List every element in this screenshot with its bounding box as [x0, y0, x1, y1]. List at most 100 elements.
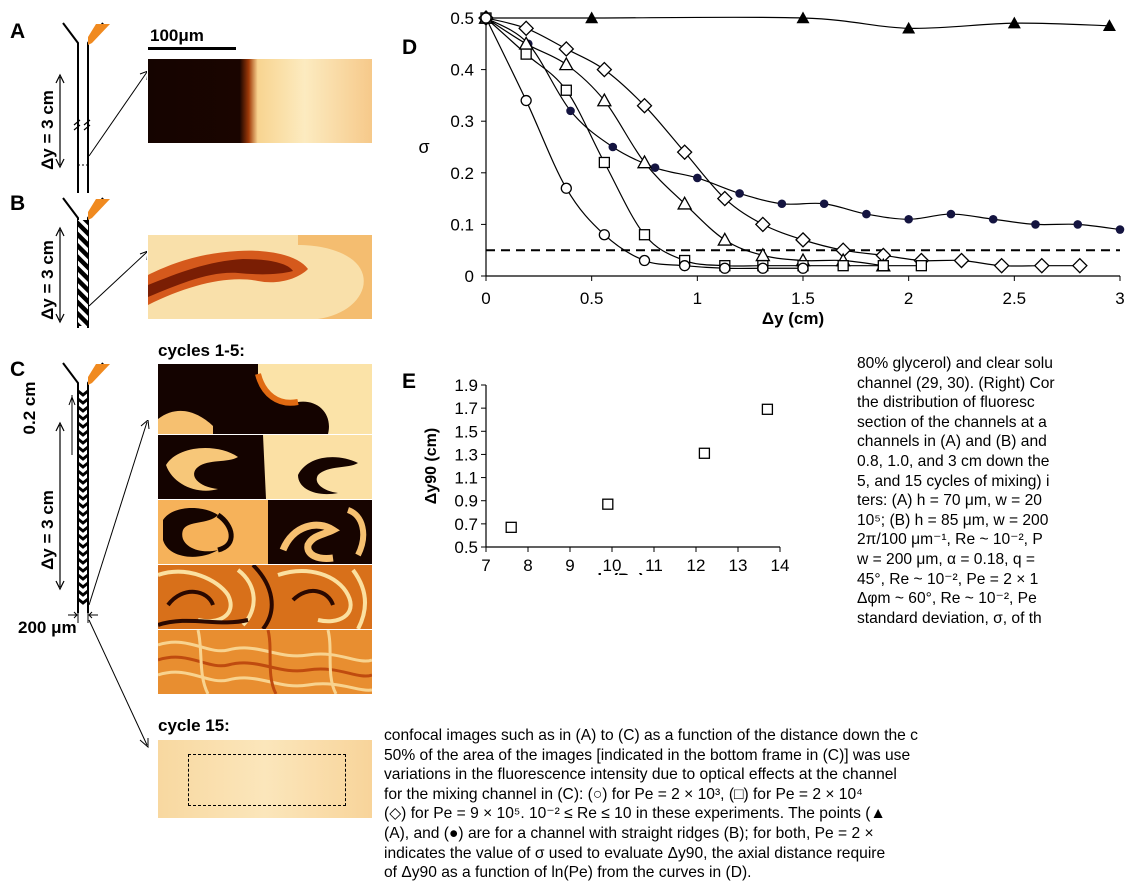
panel-a-channel-diagram: [55, 22, 110, 193]
panel-b-channel-diagram: [55, 197, 110, 328]
series-open-square: [480, 12, 927, 272]
data-point: [904, 214, 913, 224]
data-point: [698, 447, 711, 459]
x-tick-label: 1.5: [791, 289, 815, 308]
caption-line: confocal images such as in (A) to (C) as…: [384, 727, 918, 744]
caption-line: 0.8, 1.0, and 3 cm down the: [857, 452, 1050, 470]
caption-line: 50% of the area of the images [indicated…: [384, 746, 911, 764]
y-tick-label: 1.3: [454, 445, 478, 464]
data-point: [480, 12, 492, 24]
series-open-triangle: [478, 10, 891, 272]
data-point: [719, 262, 731, 274]
caption-line: (A), and (●) are for a channel with stra…: [384, 824, 874, 842]
data-point: [716, 190, 733, 207]
data-point: [946, 209, 956, 219]
panel-c-dy-label: Δy = 3 cm: [38, 490, 57, 570]
data-point: [1033, 257, 1050, 274]
data-point: [693, 173, 702, 183]
data-point: [795, 231, 811, 248]
x-tick-label: 9: [565, 556, 574, 575]
caption-line: standard deviation, σ, of th: [857, 609, 1042, 627]
caption-line: variations in the fluorescence intensity…: [384, 766, 897, 784]
caption-line: 10⁵; (B) h = 85 μm, w = 200: [857, 511, 1049, 529]
y-tick-label: 0.4: [450, 61, 474, 80]
panel-b-image: [147, 234, 373, 320]
x-axis-label: Δy (cm): [762, 309, 824, 328]
data-point: [677, 195, 693, 210]
caption-line: 2π/100 μm⁻¹, Re ~ 10⁻², P: [857, 531, 1043, 549]
panel-c-width-marker: [68, 607, 98, 623]
panel-a-letter: A: [10, 20, 26, 43]
data-point: [679, 260, 691, 272]
data-point: [558, 41, 575, 57]
data-point: [650, 163, 660, 172]
series-open-diamond: [478, 10, 1088, 274]
caption-line: 45°, Re ~ 10⁻², Pe = 2 × 1: [857, 570, 1039, 588]
data-point: [560, 84, 572, 96]
caption-line: for the mixing channel in (C): (○) for P…: [384, 785, 863, 803]
caption-line: w = 200 μm, α = 0.18, q =: [857, 550, 1035, 568]
x-tick-label: 0: [481, 289, 490, 308]
data-point: [819, 199, 829, 209]
chart-d: 0 0.1 0.2 0.3 0.4 0.5 0 0.5 1 1.5 2 2.5 3 Δy (cm) σ: [418, 9, 1125, 328]
y-tick-label: 0.1: [450, 215, 474, 234]
panel-c-segment-label: 0.2 cm: [20, 381, 39, 435]
data-point: [566, 106, 575, 116]
data-point: [837, 260, 849, 272]
data-point: [1031, 220, 1040, 229]
cycle-1-image: [157, 363, 373, 435]
y-axis-label: σ: [418, 137, 429, 157]
series-line: [485, 17, 1080, 267]
data-point: [953, 252, 970, 269]
panel-b-letter: B: [10, 192, 26, 215]
analysis-region-frame: [188, 754, 346, 806]
cycle-2-image: [157, 434, 373, 500]
cycle-15-label: cycle 15:: [158, 716, 230, 735]
panel-c-channel-diagram: [55, 362, 110, 613]
data-point: [993, 257, 1010, 274]
data-point: [735, 189, 744, 198]
data-point: [520, 94, 532, 107]
data-point: [598, 229, 610, 241]
data-point: [797, 262, 809, 274]
data-point: [877, 260, 889, 272]
caption-line: the distribution of fluoresc: [857, 394, 1035, 412]
data-point: [598, 156, 610, 169]
x-tick-label: 14: [771, 556, 790, 575]
data-point: [757, 262, 769, 274]
y-tick-label: 1.1: [454, 469, 478, 488]
cycle-15-image: [157, 739, 373, 819]
x-tick-label: 11: [645, 556, 663, 575]
data-point: [560, 182, 572, 194]
y-tick-label: 1.5: [454, 422, 478, 441]
series-line: [485, 17, 884, 267]
data-point: [596, 92, 612, 107]
caption-line: channel (29, 30). (Right) Cor: [857, 374, 1055, 392]
panel-a-dy-label: Δy = 3 cm: [38, 90, 57, 170]
data-point: [796, 11, 810, 24]
data-point: [638, 254, 651, 267]
data-point: [518, 20, 535, 37]
series-filled-circle: [481, 13, 1125, 234]
x-axis-label: ln(Pe): [597, 570, 644, 575]
y-tick-label: 0.5: [450, 9, 474, 28]
caption-line: of Δy90 as a function of ln(Pe) from the…: [384, 864, 752, 882]
series-open-circle: [480, 12, 809, 274]
data-point: [636, 154, 653, 169]
y-tick-label: 0.7: [454, 515, 478, 534]
data-point: [988, 214, 998, 224]
caption-bottom-block: confocal images such as in (A) to (C) as…: [384, 726, 1128, 883]
data-point: [520, 48, 532, 60]
x-tick-label: 10: [603, 556, 622, 575]
data-point: [777, 199, 787, 209]
data-point: [1071, 257, 1088, 274]
caption-line: Δφm ~ 60°, Re ~ 10⁻², Pe: [857, 590, 1037, 608]
x-tick-label: 7: [481, 556, 490, 575]
x-tick-label: 13: [729, 556, 748, 575]
data-point: [558, 56, 574, 71]
data-point: [754, 216, 771, 233]
panel-d-letter: D: [402, 36, 418, 59]
y-tick-label: 0.5: [454, 538, 478, 557]
panel-c-letter: C: [10, 358, 26, 381]
cycles-1-5-label: cycles 1-5:: [158, 341, 245, 360]
